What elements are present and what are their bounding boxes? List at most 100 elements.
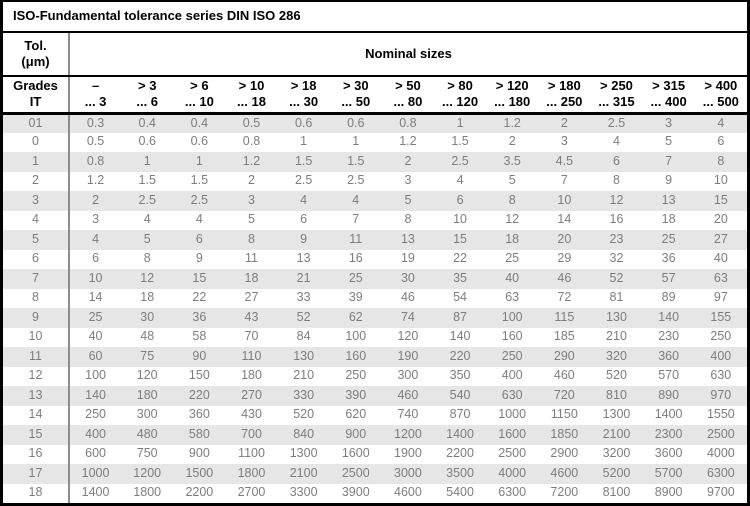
grades-it-header: Grades IT	[3, 76, 70, 115]
range-upper-bound: ... 6	[136, 94, 159, 110]
tolerance-value-cell: 4000	[498, 465, 527, 480]
tolerance-value-cell: 35	[453, 270, 467, 285]
tolerance-value-cell: 3300	[289, 485, 318, 500]
tolerance-value-cell: 30	[140, 309, 155, 324]
tolerance-value-cell: 540	[449, 387, 471, 402]
tolerance-value-cell: 12	[609, 192, 624, 207]
tolerance-value-cell: 140	[85, 387, 106, 402]
tolerance-value-cell: 130	[293, 348, 315, 363]
tolerance-value-cell: 23	[609, 231, 624, 246]
table-title: ISO-Fundamental tolerance series DIN ISO…	[3, 2, 747, 33]
range-upper-bound: ... 120	[441, 94, 479, 110]
tolerance-value-cell: 0.5	[242, 115, 261, 130]
tolerance-value-cell: 1800	[237, 465, 266, 480]
tolerance-value-cell: 2	[248, 173, 255, 188]
tolerance-value-cell: 13	[296, 251, 311, 266]
range-lower-bound: > 250	[600, 78, 633, 93]
tolerance-value-cell: 1400	[81, 485, 110, 500]
tolerance-value-cell: 13	[661, 192, 676, 207]
tolerance-value-cell: 520	[293, 407, 315, 422]
size-range-header: > 6... 10	[173, 76, 226, 115]
tolerance-value-cell: 350	[449, 368, 471, 383]
tolerance-value-cell: 2	[404, 153, 412, 168]
tolerance-unit-header: Tol. (μm)	[3, 32, 70, 77]
tolerance-value-cell: 115	[554, 309, 575, 324]
tolerance-value-cell: 57	[661, 270, 676, 285]
tolerance-value-cell: 160	[345, 348, 367, 363]
tolerance-value-cell: 7	[665, 153, 673, 168]
tolerance-value-cell: 84	[296, 329, 311, 344]
tolerance-value-cell: 36	[192, 309, 207, 324]
tolerance-value-cell: 46	[400, 290, 415, 305]
tolerance-value-cell: 160	[501, 329, 523, 344]
tolerance-value-cell: 1200	[133, 465, 162, 480]
tolerance-value-cell: 2500	[498, 446, 527, 461]
tolerance-value-cell: 1	[456, 115, 464, 130]
tolerance-value-cell: 890	[658, 387, 680, 402]
tolerance-value-cell: 2.5	[451, 153, 469, 168]
grade-cell: 10	[3, 327, 70, 347]
tolerance-value-cell: 5200	[602, 465, 631, 480]
range-upper-bound: ... 18	[237, 94, 266, 110]
tolerance-value-cell: 46	[557, 270, 572, 285]
tolerance-value-cell: 320	[606, 348, 627, 363]
tolerance-value-cell: 4	[195, 212, 203, 227]
table-row: 7 10 12 15 18 21 25 30 35 40 46 52 57 63	[3, 269, 747, 289]
table-row: 5 4 5 6 8 9 11 13 15 18 20 23 25 27	[3, 230, 747, 250]
tolerance-value-cell: 3.5	[503, 153, 521, 168]
grade-cell: 16	[3, 444, 70, 464]
tolerance-value-cell: 1.5	[138, 173, 156, 188]
tolerance-value-cell: 2100	[602, 426, 631, 441]
grade-cell: 2	[3, 171, 70, 191]
tolerance-value-cell: 8	[508, 192, 516, 207]
tolerance-value-cell: 1300	[289, 446, 318, 461]
tolerance-value-cell: 8	[613, 173, 620, 188]
tolerance-value-cell: 74	[400, 309, 415, 324]
tolerance-value-cell: 630	[710, 368, 732, 383]
tolerance-value-cell: 0.5	[86, 134, 105, 149]
tolerance-value-cell: 43	[244, 309, 259, 324]
tolerance-value-cell: 87	[453, 309, 467, 324]
tolerance-value-cell: 700	[241, 426, 262, 441]
tolerance-value-cell: 1	[352, 134, 360, 149]
range-upper-bound: ... 315	[598, 94, 635, 110]
tolerance-value-cell: 54	[453, 290, 467, 305]
tolerance-value-cell: 2100	[289, 465, 318, 480]
tolerance-value-cell: 0.4	[190, 115, 209, 130]
tolerance-value-cell: 25	[88, 309, 103, 324]
tolerance-value-cell: 360	[188, 407, 210, 422]
tolerance-value-cell: 6	[92, 251, 100, 266]
tolerance-value-cell: 6	[300, 212, 308, 227]
tolerance-value-cell: 100	[501, 309, 523, 324]
tolerance-value-cell: 9700	[706, 485, 735, 500]
tolerance-value-cell: 970	[710, 387, 732, 402]
grades-label: Grades	[13, 78, 58, 93]
tolerance-value-cell: 20	[557, 231, 572, 246]
tolerance-value-cell: 120	[136, 368, 158, 383]
tolerance-value-cell: 75	[140, 348, 155, 363]
tolerance-value-cell: 2200	[185, 485, 214, 500]
tolerance-value-cell: 2500	[706, 426, 735, 441]
grade-cell: 6	[3, 249, 70, 269]
tolerance-value-cell: 1800	[133, 485, 162, 500]
table-row: 2 1.2 1.5 1.5 2 2.5 2.5 3 4 5 7 8 9 10	[3, 171, 747, 191]
tolerance-value-cell: 39	[348, 290, 363, 305]
tolerance-value-cell: 100	[345, 329, 367, 344]
tolerance-value-cell: 4	[92, 231, 100, 246]
tolerance-value-cell: 3000	[394, 465, 422, 480]
tolerance-value-cell: 130	[606, 309, 627, 324]
tolerance-value-cell: 230	[658, 329, 680, 344]
tolerance-value-cell: 2	[92, 192, 100, 207]
tolerance-value-cell: 0.6	[347, 115, 365, 130]
table-row: 12 100 120 150 180 210 250 300 350 400 460 520 570 63…	[3, 366, 747, 386]
tolerance-value-cell: 7200	[550, 485, 579, 500]
tolerance-value-cell: 300	[397, 368, 419, 383]
tolerance-value-cell: 1000	[498, 407, 527, 422]
range-upper-bound: ... 500	[702, 94, 739, 110]
tolerance-value-cell: 6300	[706, 465, 735, 480]
tolerance-value-cell: 110	[241, 348, 262, 363]
tolerance-value-cell: 140	[658, 309, 680, 324]
tolerance-value-cell: 2500	[341, 465, 370, 480]
tolerance-value-cell: 220	[449, 348, 471, 363]
table-row: 3 2 2.5 2.5 3 4 4 5 6 8 10 12 13 15	[3, 191, 747, 211]
